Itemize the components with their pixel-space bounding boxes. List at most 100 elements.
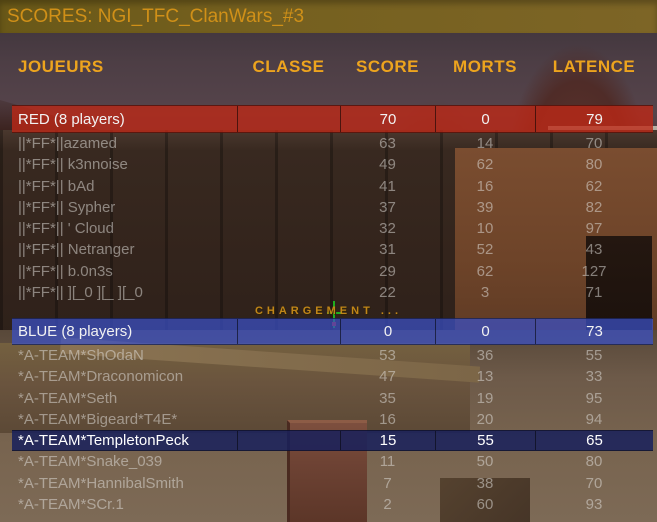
player-deaths: 39 xyxy=(476,198,494,216)
header-deaths: MORTS xyxy=(453,57,517,76)
player-row: *A-TEAM*ShOdaN 53 36 55 xyxy=(12,345,653,366)
player-score: 41 xyxy=(379,177,396,195)
crosshair-icon xyxy=(333,301,335,328)
player-name: *A-TEAM*SCr.1 xyxy=(18,495,124,513)
team-score: 0 xyxy=(340,319,435,344)
player-row: *A-TEAM*Seth 35 19 95 xyxy=(12,388,653,409)
player-name: ||*FF*|| bAd xyxy=(18,177,95,195)
player-score: 29 xyxy=(379,262,396,280)
player-row: ||*FF*|| b.0n3s 29 62 127 xyxy=(12,261,653,282)
team-row-red: RED (8 players) 70 0 79 xyxy=(12,105,653,133)
title-bar: SCORES: NGI_TFC_ClanWars_#3 xyxy=(0,0,657,33)
player-row: ||*FF*||azamed 63 14 70 xyxy=(12,133,653,154)
player-row: *A-TEAM*SCr.1 2 60 93 xyxy=(12,494,653,515)
player-latency: 71 xyxy=(585,283,603,301)
player-deaths: 52 xyxy=(476,241,494,259)
player-deaths: 14 xyxy=(476,135,494,153)
player-deaths: 13 xyxy=(476,368,494,386)
team-label: RED (8 players) xyxy=(18,110,125,128)
player-row: ||*FF*|| Sypher 37 39 82 xyxy=(12,197,653,218)
player-class xyxy=(237,431,340,451)
player-score: 32 xyxy=(379,220,396,238)
player-latency: 43 xyxy=(585,241,603,259)
player-row: ||*FF*|| ' Cloud 32 10 97 xyxy=(12,218,653,239)
player-deaths: 10 xyxy=(476,220,494,238)
player-latency: 65 xyxy=(535,431,653,451)
player-deaths: 60 xyxy=(476,495,494,513)
player-deaths: 38 xyxy=(476,474,494,492)
player-latency: 33 xyxy=(585,368,603,386)
team-score: 70 xyxy=(340,106,435,132)
player-score: 49 xyxy=(379,156,396,174)
page-title: SCORES: NGI_TFC_ClanWars_#3 xyxy=(7,5,305,27)
player-score: 37 xyxy=(379,198,396,216)
player-name: *A-TEAM*Snake_039 xyxy=(18,453,163,471)
player-deaths: 50 xyxy=(476,453,494,471)
team-deaths: 0 xyxy=(435,319,535,344)
player-name: ||*FF*|| Sypher xyxy=(18,198,116,216)
player-row: ||*FF*|| Netranger 31 52 43 xyxy=(12,239,653,260)
player-score: 15 xyxy=(340,431,435,451)
player-latency: 62 xyxy=(585,177,603,195)
player-score: 35 xyxy=(379,389,396,407)
player-latency: 70 xyxy=(585,474,603,492)
player-name: *A-TEAM*Seth xyxy=(18,389,118,407)
player-latency: 80 xyxy=(585,453,603,471)
player-name: ||*FF*|| b.0n3s xyxy=(18,262,113,280)
player-score: 16 xyxy=(379,410,396,428)
player-score: 7 xyxy=(383,474,392,492)
team-deaths: 0 xyxy=(435,106,535,132)
team-class xyxy=(237,106,340,132)
crosshair-icon xyxy=(327,312,341,314)
player-deaths: 55 xyxy=(435,431,535,451)
background-rock-bottom xyxy=(440,478,530,522)
player-deaths: 62 xyxy=(476,262,494,280)
player-score: 63 xyxy=(379,135,396,153)
player-row: ||*FF*|| ][_0 ][_ ][_0 22 3 71 xyxy=(12,282,653,303)
player-deaths: 20 xyxy=(476,410,494,428)
player-score: 47 xyxy=(379,368,396,386)
loading-status: CHARGEMENT ... xyxy=(254,305,403,317)
header-class: CLASSE xyxy=(252,57,325,76)
column-headers: JOUEURS CLASSE SCORE MORTS LATENCE xyxy=(12,54,653,80)
team-latency: 73 xyxy=(535,319,653,344)
player-deaths: 16 xyxy=(476,177,494,195)
team-latency: 79 xyxy=(535,106,653,132)
player-name: *A-TEAM*ShOdaN xyxy=(18,347,144,365)
player-name: *A-TEAM*HannibalSmith xyxy=(18,474,184,492)
player-row: *A-TEAM*Snake_039 11 50 80 xyxy=(12,451,653,472)
player-latency: 70 xyxy=(585,135,603,153)
player-latency: 93 xyxy=(585,495,603,513)
player-latency: 55 xyxy=(585,347,603,365)
header-score: SCORE xyxy=(356,57,419,76)
player-deaths: 19 xyxy=(476,389,494,407)
player-name: ||*FF*||azamed xyxy=(18,135,117,153)
player-name: ||*FF*|| k3nnoise xyxy=(18,156,128,174)
player-row-current: *A-TEAM*TempletonPeck 15 55 65 xyxy=(12,430,653,452)
player-latency: 127 xyxy=(581,262,607,280)
player-name: *A-TEAM*Draconomicon xyxy=(18,368,184,386)
player-score: 53 xyxy=(379,347,396,365)
player-latency: 82 xyxy=(585,198,603,216)
scoreboard: RED (8 players) 70 0 79 ||*FF*||azamed 6… xyxy=(12,105,653,515)
player-score: 11 xyxy=(379,453,396,471)
team-label: BLUE (8 players) xyxy=(18,323,133,340)
player-latency: 95 xyxy=(585,389,603,407)
player-deaths: 3 xyxy=(480,283,490,301)
player-score: 2 xyxy=(383,495,392,513)
team-row-blue: BLUE (8 players) 0 0 73 xyxy=(12,318,653,345)
player-name: *A-TEAM*Bigeard*T4E* xyxy=(18,410,178,428)
player-name: ||*FF*|| Netranger xyxy=(18,241,135,259)
player-latency: 80 xyxy=(585,156,603,174)
player-deaths: 62 xyxy=(476,156,494,174)
player-score: 31 xyxy=(379,241,396,259)
player-name: ||*FF*|| ' Cloud xyxy=(18,220,114,238)
loading-gap xyxy=(12,303,653,318)
player-row: ||*FF*|| bAd 41 16 62 xyxy=(12,176,653,197)
player-score: 22 xyxy=(379,283,396,301)
header-latency: LATENCE xyxy=(552,57,636,76)
player-row: *A-TEAM*Draconomicon 47 13 33 xyxy=(12,366,653,387)
player-deaths: 36 xyxy=(476,347,494,365)
player-latency: 94 xyxy=(585,410,603,428)
